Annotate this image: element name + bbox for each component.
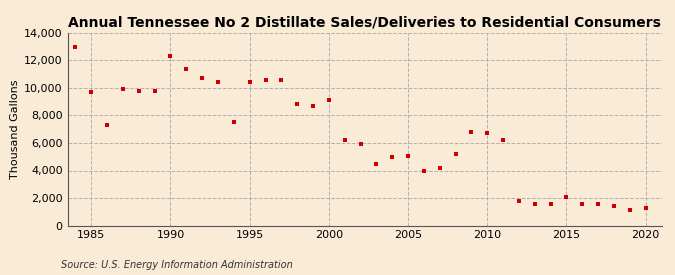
Point: [482, 131, 493, 136]
Point: [260, 78, 271, 82]
Y-axis label: Thousand Gallons: Thousand Gallons: [10, 79, 20, 179]
Point: [403, 154, 414, 158]
Point: [624, 208, 635, 213]
Point: [609, 203, 620, 208]
Point: [181, 67, 192, 71]
Point: [134, 89, 144, 93]
Point: [514, 199, 524, 204]
Point: [545, 202, 556, 206]
Point: [434, 166, 445, 170]
Point: [213, 80, 223, 85]
Point: [371, 161, 382, 166]
Point: [387, 155, 398, 159]
Title: Annual Tennessee No 2 Distillate Sales/Deliveries to Residential Consumers: Annual Tennessee No 2 Distillate Sales/D…: [68, 15, 661, 29]
Point: [418, 168, 429, 173]
Point: [70, 45, 81, 50]
Point: [276, 78, 287, 82]
Point: [244, 80, 255, 85]
Point: [149, 89, 160, 94]
Point: [117, 87, 128, 92]
Point: [308, 104, 319, 108]
Point: [196, 76, 207, 81]
Point: [561, 195, 572, 200]
Point: [340, 138, 350, 142]
Point: [228, 120, 239, 125]
Point: [450, 152, 461, 156]
Text: Source: U.S. Energy Information Administration: Source: U.S. Energy Information Administ…: [61, 260, 292, 270]
Point: [641, 206, 651, 211]
Point: [102, 123, 113, 127]
Point: [323, 98, 334, 103]
Point: [497, 138, 508, 142]
Point: [593, 201, 603, 206]
Point: [466, 130, 477, 134]
Point: [86, 90, 97, 94]
Point: [292, 102, 302, 107]
Point: [355, 141, 366, 146]
Point: [577, 202, 588, 206]
Point: [165, 54, 176, 59]
Point: [529, 202, 540, 206]
